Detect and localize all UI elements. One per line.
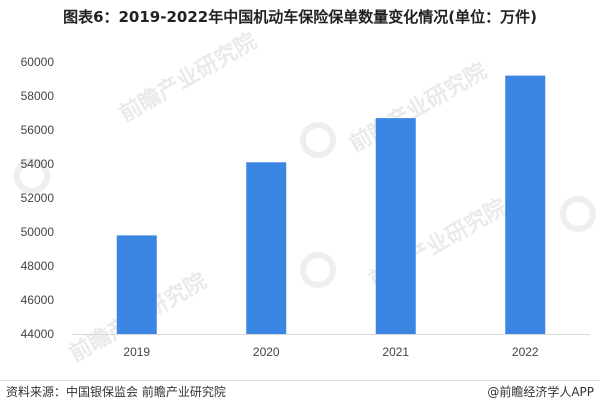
y-tick-label: 54000 <box>21 157 55 171</box>
y-tick-label: 56000 <box>21 123 55 137</box>
y-tick-label: 50000 <box>21 225 55 239</box>
footer-divider <box>0 380 600 381</box>
x-tick-label: 2021 <box>382 345 409 359</box>
chart-title: 图表6：2019-2022年中国机动车保险保单数量变化情况(单位：万件) <box>63 8 537 26</box>
x-tick-label: 2022 <box>512 345 539 359</box>
x-tick-label: 2020 <box>253 345 280 359</box>
bar-chart: 44000 46000 48000 50000 52000 54000 56000 58000… <box>21 55 590 359</box>
bar-2022 <box>505 75 546 334</box>
bar-2019 <box>116 235 157 334</box>
y-tick-label: 60000 <box>21 55 55 69</box>
brand-credit: @前瞻经济学人APP <box>487 385 594 399</box>
y-tick-label: 48000 <box>21 259 55 273</box>
source-note: 资料来源：中国银保监会 前瞻产业研究院 <box>6 385 226 399</box>
y-tick-label: 46000 <box>21 293 55 307</box>
bars <box>116 75 546 334</box>
x-axis-ticks: 2019 2020 2021 2022 <box>123 345 539 359</box>
y-axis-ticks: 44000 46000 48000 50000 52000 54000 56000 58000… <box>21 55 55 341</box>
x-tick-label: 2019 <box>123 345 150 359</box>
bar-2021 <box>375 118 416 334</box>
bar-2020 <box>246 162 287 334</box>
y-tick-label: 52000 <box>21 191 55 205</box>
y-tick-label: 44000 <box>21 327 55 341</box>
y-tick-label: 58000 <box>21 89 55 103</box>
